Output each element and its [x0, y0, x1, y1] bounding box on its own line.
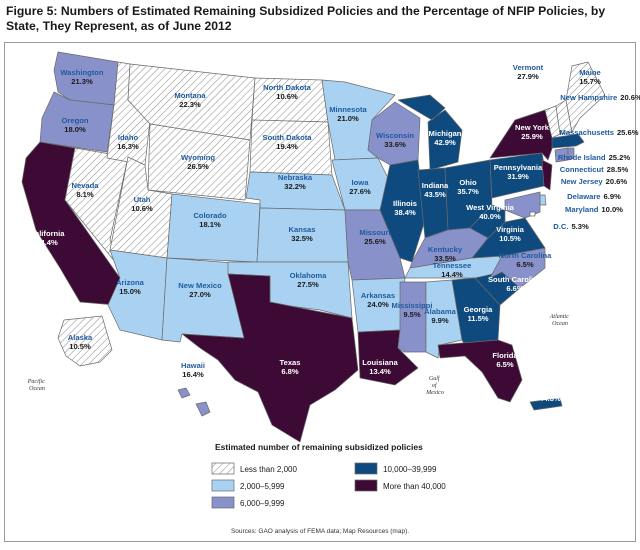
state-label-rhode-island: Rhode Island 25.2% [558, 153, 630, 162]
legend-swatch-c2000-5999 [211, 479, 235, 492]
state-label-nebraska: Nebraska 32.2% [278, 173, 313, 191]
state-label-kansas: Kansas 32.5% [288, 225, 315, 243]
state-label-alabama: Alabama 9.9% [424, 307, 456, 325]
state-shape-texas [181, 273, 359, 443]
state-shape-rhode-island [567, 147, 575, 161]
state-label-west-virginia: West Virginia 40.0% [466, 203, 515, 221]
state-label-michigan: Michigan 42.9% [429, 129, 462, 147]
legend-label-less-than-2000: Less than 2,000 [240, 465, 297, 474]
state-label-montana: Montana 22.3% [174, 91, 206, 109]
state-label-vermont: Vermont 27.9% [513, 63, 544, 81]
state-label-louisiana: Louisiana 13.4% [362, 358, 398, 376]
state-label-colorado: Colorado 18.1% [193, 211, 227, 229]
state-label-mississippi: Mississippi 9.5% [392, 301, 433, 319]
state-shape-new-jersey [541, 159, 553, 191]
state-label-tennessee: Tennessee 14.4% [433, 261, 472, 279]
figure-title: Figure 5: Numbers of Estimated Remaining… [6, 4, 606, 33]
state-label-missouri: Missouri 25.6% [359, 228, 390, 246]
state-label-virginia: Virginia 10.5% [496, 225, 524, 243]
legend-swatch-less-than-2000 [211, 462, 235, 475]
legend-label-c10000-39999: 10,000–39,999 [383, 465, 437, 474]
state-label-california: California 24.4% [29, 229, 65, 247]
state-label-wisconsin: Wisconsin 33.6% [376, 131, 414, 149]
state-label-maryland: Maryland 10.0% [565, 205, 623, 214]
state-label-texas: Texas 6.8% [280, 358, 301, 376]
state-label-oregon: Oregon 18.0% [61, 116, 88, 134]
legend-label-more-than-40000: More than 40,000 [383, 482, 446, 491]
state-label-puerto-rico: Puerto Rico 44.8% [529, 385, 572, 403]
state-shape-delaware [539, 194, 547, 206]
state-label-iowa: Iowa 27.6% [349, 178, 371, 196]
state-label-idaho: Idaho 16.3% [117, 133, 139, 151]
state-shape-michigan [397, 94, 463, 171]
state-shape-dc [529, 211, 536, 217]
state-label-arkansas: Arkansas 24.0% [361, 291, 395, 309]
legend-label-c6000-9999: 6,000–9,999 [240, 499, 285, 508]
state-label-illinois: Illinois 38.4% [393, 199, 417, 217]
legend-swatch-c6000-9999 [211, 496, 235, 509]
state-label-new-hampshire: New Hampshire 20.6% [560, 93, 640, 102]
state-label-florida: Florida 6.5% [492, 351, 518, 369]
state-label-georgia: Georgia 11.5% [464, 305, 493, 323]
ocean-label-pacific: Pacific Ocean [27, 378, 47, 392]
state-label-south-dakota: South Dakota 19.4% [263, 133, 313, 151]
source-note: Sources: GAO analysis of FEMA data; Map … [231, 528, 409, 535]
legend-title: Estimated number of remaining subsidized… [215, 442, 423, 452]
state-label-massachusetts: Massachusetts 25.6% [560, 128, 639, 137]
state-shape-oregon [39, 91, 115, 153]
ocean-label-gulf: Gulf of Mexico [425, 375, 444, 396]
state-shape-florida [437, 339, 523, 403]
state-shape-maine [565, 61, 606, 133]
state-shape-puerto-rico [529, 397, 563, 411]
state-label-minnesota: Minnesota 21.0% [329, 105, 367, 123]
state-label-indiana: Indiana 43.5% [422, 181, 449, 199]
state-shape-alaska [57, 315, 113, 367]
state-shape-massachusetts [551, 133, 585, 149]
state-label-utah: Utah 10.6% [131, 195, 153, 213]
state-label-new-jersey: New Jersey 20.6% [561, 177, 628, 186]
state-shape-wyoming [147, 123, 251, 201]
state-label-arizona: Arizona 15.0% [116, 278, 145, 296]
state-label-new-york: New York 25.9% [515, 123, 550, 141]
state-label-ohio: Ohio 35.7% [457, 178, 479, 196]
state-label-north-dakota: North Dakota 10.6% [263, 83, 311, 101]
state-label-nevada: Nevada 8.1% [71, 181, 99, 199]
state-label-oklahoma: Oklahoma 27.5% [290, 271, 327, 289]
ocean-label-atlantic: Atlantic Ocean [549, 314, 571, 327]
state-label-new-mexico: New Mexico 27.0% [178, 281, 222, 299]
state-label-alaska: Alaska 10.5% [68, 333, 93, 351]
state-label-pennsylvania: Pennsylvania 31.9% [494, 163, 543, 181]
state-label-hawaii: Hawaii 16.4% [181, 361, 205, 379]
state-label-kentucky: Kentucky 33.5% [428, 245, 463, 263]
state-shape-west-virginia [469, 204, 506, 239]
legend-swatch-c10000-39999 [354, 462, 378, 475]
state-label-north-carolina: North Carolina 6.5% [499, 251, 553, 269]
state-label-washington: Washington 21.3% [60, 68, 104, 86]
state-label-south-carolina: South Carolina 6.6% [488, 275, 543, 293]
legend-swatch-more-than-40000 [354, 479, 378, 492]
state-label-delaware: Delaware 6.9% [567, 192, 621, 201]
state-label-connecticut: Connecticut 28.5% [560, 165, 629, 174]
legend-label-c2000-5999: 2,000–5,999 [240, 482, 285, 491]
state-label-wyoming: Wyoming 26.5% [181, 153, 215, 171]
legend: Estimated number of remaining subsidized… [211, 442, 446, 509]
state-label-d-c: D.C. 5.3% [553, 222, 589, 231]
state-label-maine: Maine 15.7% [579, 68, 601, 86]
state-shape-hawaii [177, 387, 211, 417]
